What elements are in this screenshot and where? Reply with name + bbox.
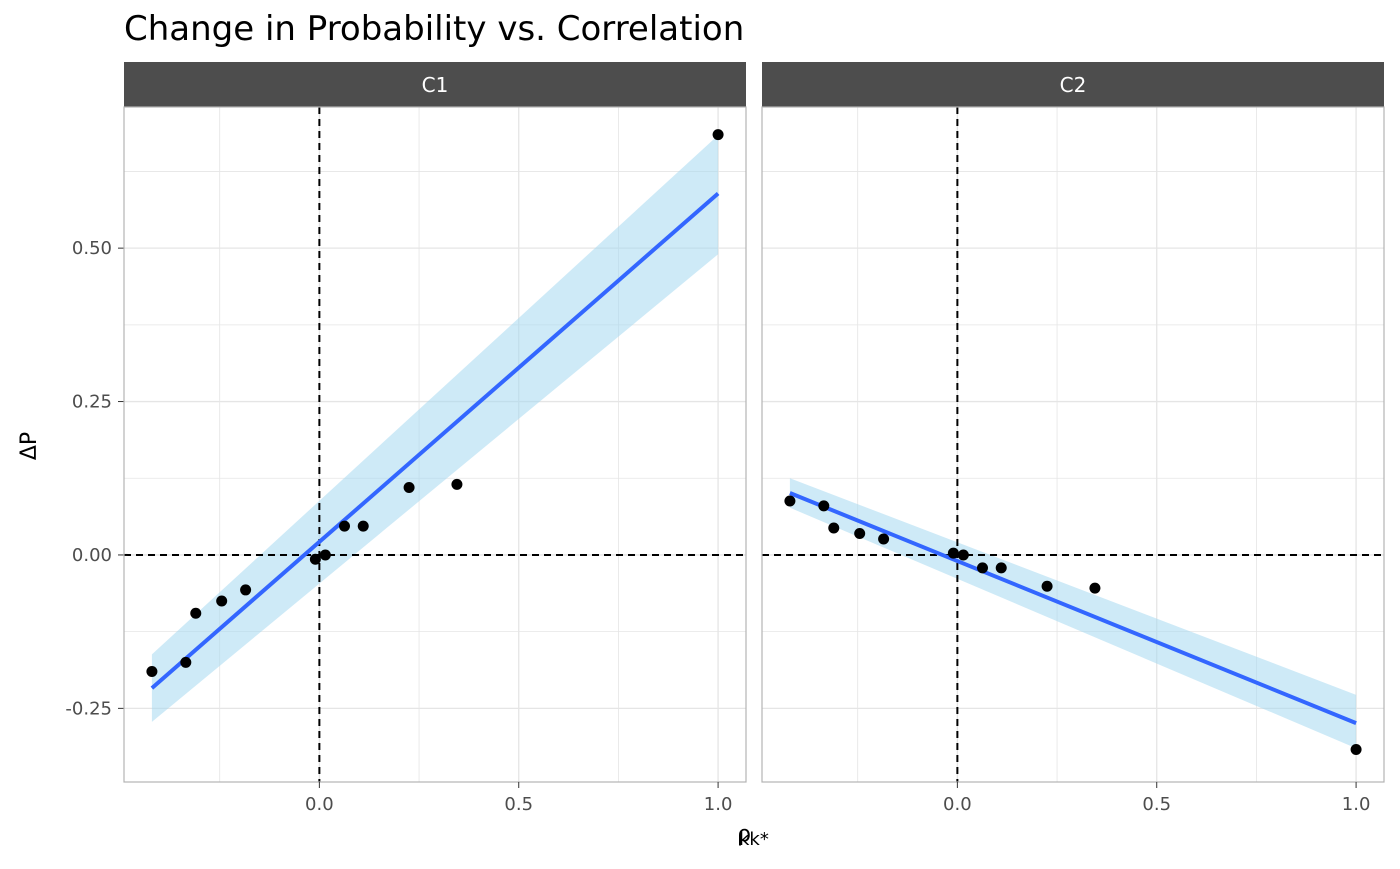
x-tick-label: 0.0: [305, 794, 334, 815]
data-point: [451, 478, 463, 490]
data-point: [1350, 743, 1362, 755]
y-tick-label: 0.00: [72, 545, 112, 566]
facet-strip: [762, 62, 1384, 107]
data-point: [190, 607, 202, 619]
facet-strip: [124, 62, 746, 107]
x-tick-label: 0.5: [504, 794, 533, 815]
data-point: [1089, 582, 1101, 594]
x-tick-label: 0.5: [1142, 794, 1171, 815]
regression-line: [150, 192, 720, 690]
data-point: [854, 527, 866, 539]
data-point: [957, 549, 969, 561]
data-point: [828, 522, 840, 534]
facet-strip-label: C1: [422, 73, 449, 97]
data-point: [976, 562, 988, 574]
panel-c2: C2 0.0 0.5 1.0: [761, 62, 1385, 815]
y-tick-label: -0.25: [65, 698, 112, 719]
data-point: [216, 595, 228, 607]
x-tick-label: 1.0: [1342, 794, 1371, 815]
x-axis-title-subscript: kk*: [739, 829, 769, 850]
data-point: [784, 495, 796, 507]
y-tick-label: 0.25: [72, 392, 112, 413]
data-point: [319, 549, 331, 561]
panel-border: [761, 106, 1385, 783]
data-point: [878, 533, 890, 545]
panel-c1: C1 0.0 0.5 1.0: [123, 62, 747, 815]
x-axis-title-symbol: ρ: [737, 822, 751, 847]
data-point: [1041, 580, 1053, 592]
facet-strip-label: C2: [1060, 73, 1087, 97]
regression-line: [789, 491, 1357, 725]
data-point: [357, 520, 369, 532]
data-point: [240, 584, 252, 596]
data-point: [180, 656, 192, 668]
data-point: [995, 562, 1007, 574]
y-tick-label: 0.50: [72, 238, 112, 259]
chart-title: Change in Probability vs. Correlation: [124, 9, 744, 49]
data-point: [947, 547, 959, 559]
confidence-ribbon: [151, 135, 719, 722]
panel-border: [123, 106, 747, 783]
data-point: [338, 520, 350, 532]
x-tick-label: 1.0: [704, 794, 733, 815]
data-point: [403, 481, 415, 493]
x-tick-label: 0.0: [943, 794, 972, 815]
data-point: [712, 129, 724, 141]
data-point: [146, 666, 158, 678]
confidence-ribbon: [789, 478, 1357, 749]
plot-layer: -0.25 0.00 0.25 0.50 C1 0.0 0.5 1.0 C2 0.0 0.5 1.0: [65, 62, 1385, 815]
y-axis-title: ΔP: [17, 432, 42, 460]
x-axis-title: ρ kk*: [737, 822, 769, 850]
data-point: [818, 500, 830, 512]
data-point: [309, 553, 321, 565]
